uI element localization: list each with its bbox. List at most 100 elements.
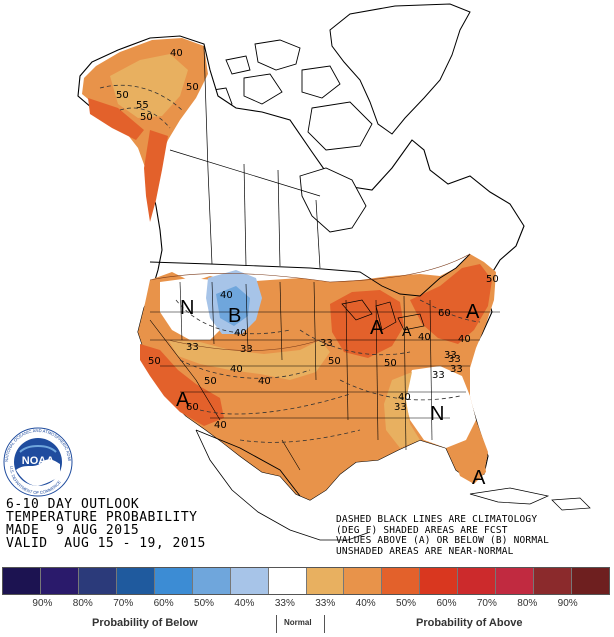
legend-swatch — [192, 568, 231, 594]
legend-percent-label: 70% — [113, 598, 134, 609]
legend-percent-label: 33% — [315, 598, 336, 609]
region-letter-above: A — [402, 323, 412, 339]
legend-captions: Probability of Below Normal Probability … — [0, 615, 614, 635]
legend-percent-label: 80% — [72, 598, 93, 609]
legend-swatch — [458, 568, 497, 594]
map-note-line: (DEG F) SHADED AREAS ARE FCST — [336, 524, 508, 536]
map-note-line: VALUES ABOVE (A) OR BELOW (B) NORMAL — [336, 535, 550, 546]
contour-label: 50 — [328, 356, 341, 367]
contour-label: 50 — [148, 356, 161, 367]
noaa-logo-text: NOAA — [22, 455, 54, 467]
arctic-island — [225, 55, 251, 75]
legend-swatch — [3, 568, 41, 594]
arctic-island — [243, 73, 283, 105]
legend-caption-above: Probability of Above — [416, 617, 523, 629]
climatology-contours — [99, 84, 481, 443]
contour-label: 60 — [186, 402, 199, 413]
legend-swatch — [534, 568, 573, 594]
province-border — [203, 45, 213, 265]
legend-percent-label: 40% — [355, 598, 376, 609]
legend-swatch — [344, 568, 383, 594]
region-letter-above: A — [176, 389, 190, 411]
cuba-outline — [469, 487, 550, 505]
legend-caption-normal: Normal — [284, 618, 312, 627]
contour-label: 50 — [204, 376, 217, 387]
region-letter-normal: N — [180, 297, 194, 319]
legend-percent-label: 50% — [194, 598, 215, 609]
contour-label: 40 — [398, 392, 411, 403]
alaska-inner-region — [110, 54, 188, 118]
contour-label: 33 — [444, 350, 457, 361]
contour-label: 40 — [170, 48, 183, 59]
legend-swatch — [382, 568, 421, 594]
map-notes: DASHED BLACK LINES ARE CLIMATOLOGY (DEG … — [336, 514, 550, 557]
region-letter-above: A — [472, 467, 486, 489]
alaska-south-region — [88, 98, 144, 140]
mexico-border — [195, 429, 301, 497]
contour-label: 40 — [418, 332, 431, 343]
map-canvas: A A A A A B N N 40 50 55 50 50 33 40 33 … — [0, 0, 591, 541]
region-letter-below: B — [228, 305, 241, 327]
legend-percent-label: 60% — [153, 598, 174, 609]
greenland-outline — [329, 3, 471, 135]
contour-label: 60 — [438, 308, 451, 319]
legend-divider — [324, 615, 325, 633]
legend-swatch — [116, 568, 155, 594]
legend-divider — [276, 615, 277, 633]
below-inner-region — [216, 286, 250, 326]
arctic-island — [254, 39, 301, 71]
contour-label: 50 — [140, 112, 153, 123]
legend-swatch-bar — [2, 567, 610, 595]
contour-label: 33 — [394, 402, 407, 413]
province-border — [315, 199, 321, 269]
legend-percent-label: 90% — [32, 598, 53, 609]
province-border — [243, 163, 247, 267]
legend-swatch — [230, 568, 269, 594]
light-above-band — [168, 340, 330, 380]
legend-swatch — [268, 568, 307, 594]
province-border — [169, 149, 321, 197]
legend-swatch — [572, 568, 609, 594]
hispaniola-outline — [551, 497, 591, 511]
outlook-subtitle: TEMPERATURE PROBABILITY — [6, 510, 198, 525]
contour-label: 33 — [450, 364, 463, 375]
outlook-made-date: MADE 9 AUG 2015 — [6, 523, 140, 538]
canada-us-border — [149, 253, 471, 297]
outlook-title-block: 6-10 DAY OUTLOOK TEMPERATURE PROBABILITY… — [6, 498, 206, 550]
contour-label: 40 — [258, 376, 271, 387]
contour-label: 33 — [432, 370, 445, 381]
contour-label: 33 — [240, 344, 253, 355]
map-note-line: DASHED BLACK LINES ARE CLIMATOLOGY — [336, 514, 538, 525]
state-borders — [149, 281, 500, 471]
region-letter-normal: N — [430, 403, 444, 425]
southeast-normal-region — [404, 366, 476, 448]
outlook-valid-range: VALID AUG 15 - 19, 2015 — [6, 536, 206, 551]
hudson-bay — [299, 167, 367, 233]
great-lakes-above-region — [330, 290, 404, 358]
outlook-map: A A A A A B N N 40 50 55 50 50 33 40 33 … — [0, 0, 591, 557]
region-letter-above: A — [466, 301, 480, 323]
contour-label: 40 — [214, 420, 227, 431]
contour-label: 40 — [220, 290, 233, 301]
region-letter-above: A — [370, 317, 384, 339]
contour-label: 40 — [234, 328, 247, 339]
contour-label: 50 — [116, 90, 129, 101]
legend-swatch — [154, 568, 193, 594]
contour-label: 33 — [320, 338, 333, 349]
legend-swatch — [40, 568, 79, 594]
alaska-coast-region — [144, 130, 168, 222]
contour-label: 50 — [384, 358, 397, 369]
province-border — [277, 169, 281, 267]
california-above-region — [140, 344, 224, 426]
region-letters: A A A A A B N N — [176, 297, 486, 489]
southeast-light-band — [384, 372, 420, 448]
outlook-title: 6-10 DAY OUTLOOK — [6, 497, 140, 512]
legend-percent-labels: 90% 80% 70% 60% 50% 40% 33% 33% 40% 50% 60% 70% 80% 9… — [2, 598, 608, 609]
legend-percent-label: 90% — [557, 598, 578, 609]
contour-labels: 40 50 55 50 50 33 40 33 50 60 50 40 40 3… — [116, 48, 499, 431]
legend-percent-label: 40% — [234, 598, 255, 609]
contour-label: 40 — [230, 364, 243, 375]
contour-label: 33 — [448, 354, 461, 365]
map-note-line: UNSHADED AREAS ARE NEAR-NORMAL — [336, 545, 514, 557]
contour-label: 33 — [186, 342, 199, 353]
